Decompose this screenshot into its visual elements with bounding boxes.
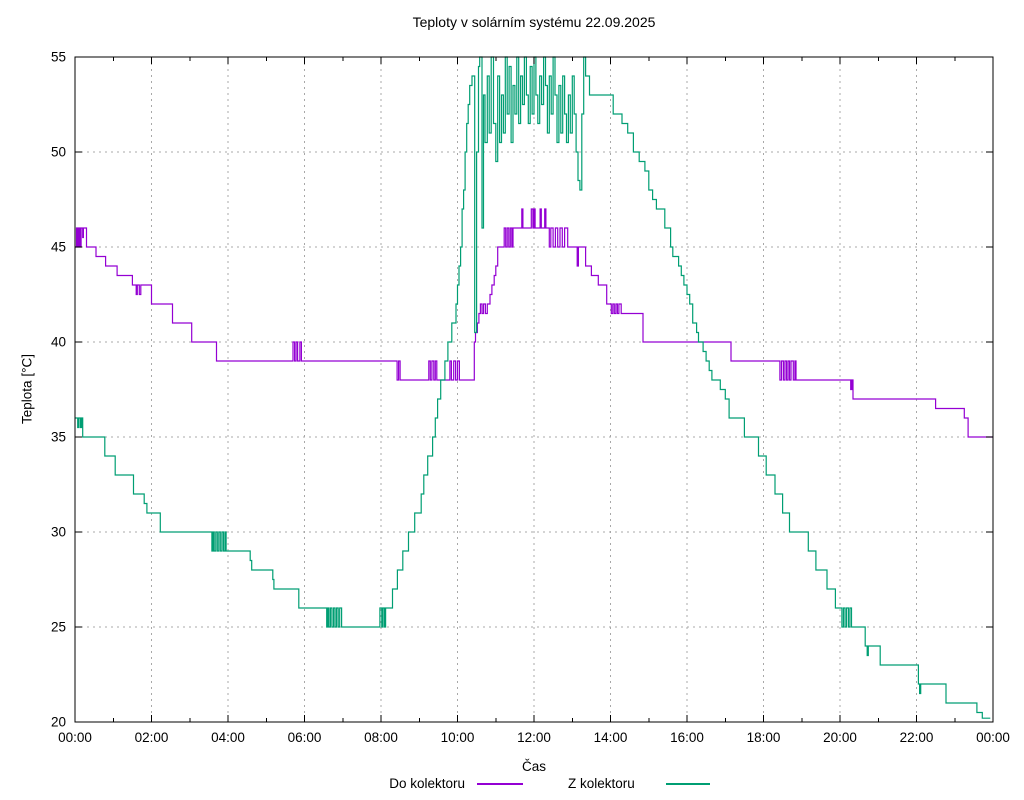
x-tick-label: 14:00 — [593, 730, 628, 745]
x-tick-label: 00:00 — [976, 730, 1010, 745]
legend-line-z-kolektoru — [666, 783, 710, 785]
y-tick-label: 40 — [50, 334, 66, 350]
x-tick-label: 04:00 — [211, 730, 245, 745]
chart-title: Teploty v solárním systému 22.09.2025 — [412, 14, 656, 30]
x-tick-label: 06:00 — [287, 730, 322, 745]
legend-line-do-kolektoru — [477, 783, 523, 785]
x-axis-title: Čas — [521, 759, 546, 774]
legend-label-z-kolektoru: Z kolektoru — [568, 776, 635, 791]
x-tick-label: 18:00 — [746, 730, 781, 745]
y-tick-label: 25 — [50, 619, 66, 635]
x-tick-label: 00:00 — [58, 730, 92, 745]
x-tick-label: 20:00 — [823, 730, 857, 745]
y-tick-label: 35 — [50, 429, 66, 445]
x-tick-label: 22:00 — [899, 730, 934, 745]
x-tick-label: 12:00 — [517, 730, 551, 745]
y-tick-label: 50 — [50, 144, 66, 160]
legend-label-do-kolektoru: Do kolektoru — [389, 776, 465, 791]
y-tick-label: 55 — [50, 49, 66, 65]
y-tick-label: 45 — [50, 239, 66, 255]
x-tick-label: 16:00 — [670, 730, 704, 745]
x-tick-label: 08:00 — [364, 730, 398, 745]
x-tick-label: 02:00 — [134, 730, 169, 745]
y-tick-label: 30 — [50, 524, 66, 540]
y-tick-label: 20 — [50, 714, 66, 730]
x-tick-label: 10:00 — [440, 730, 475, 745]
